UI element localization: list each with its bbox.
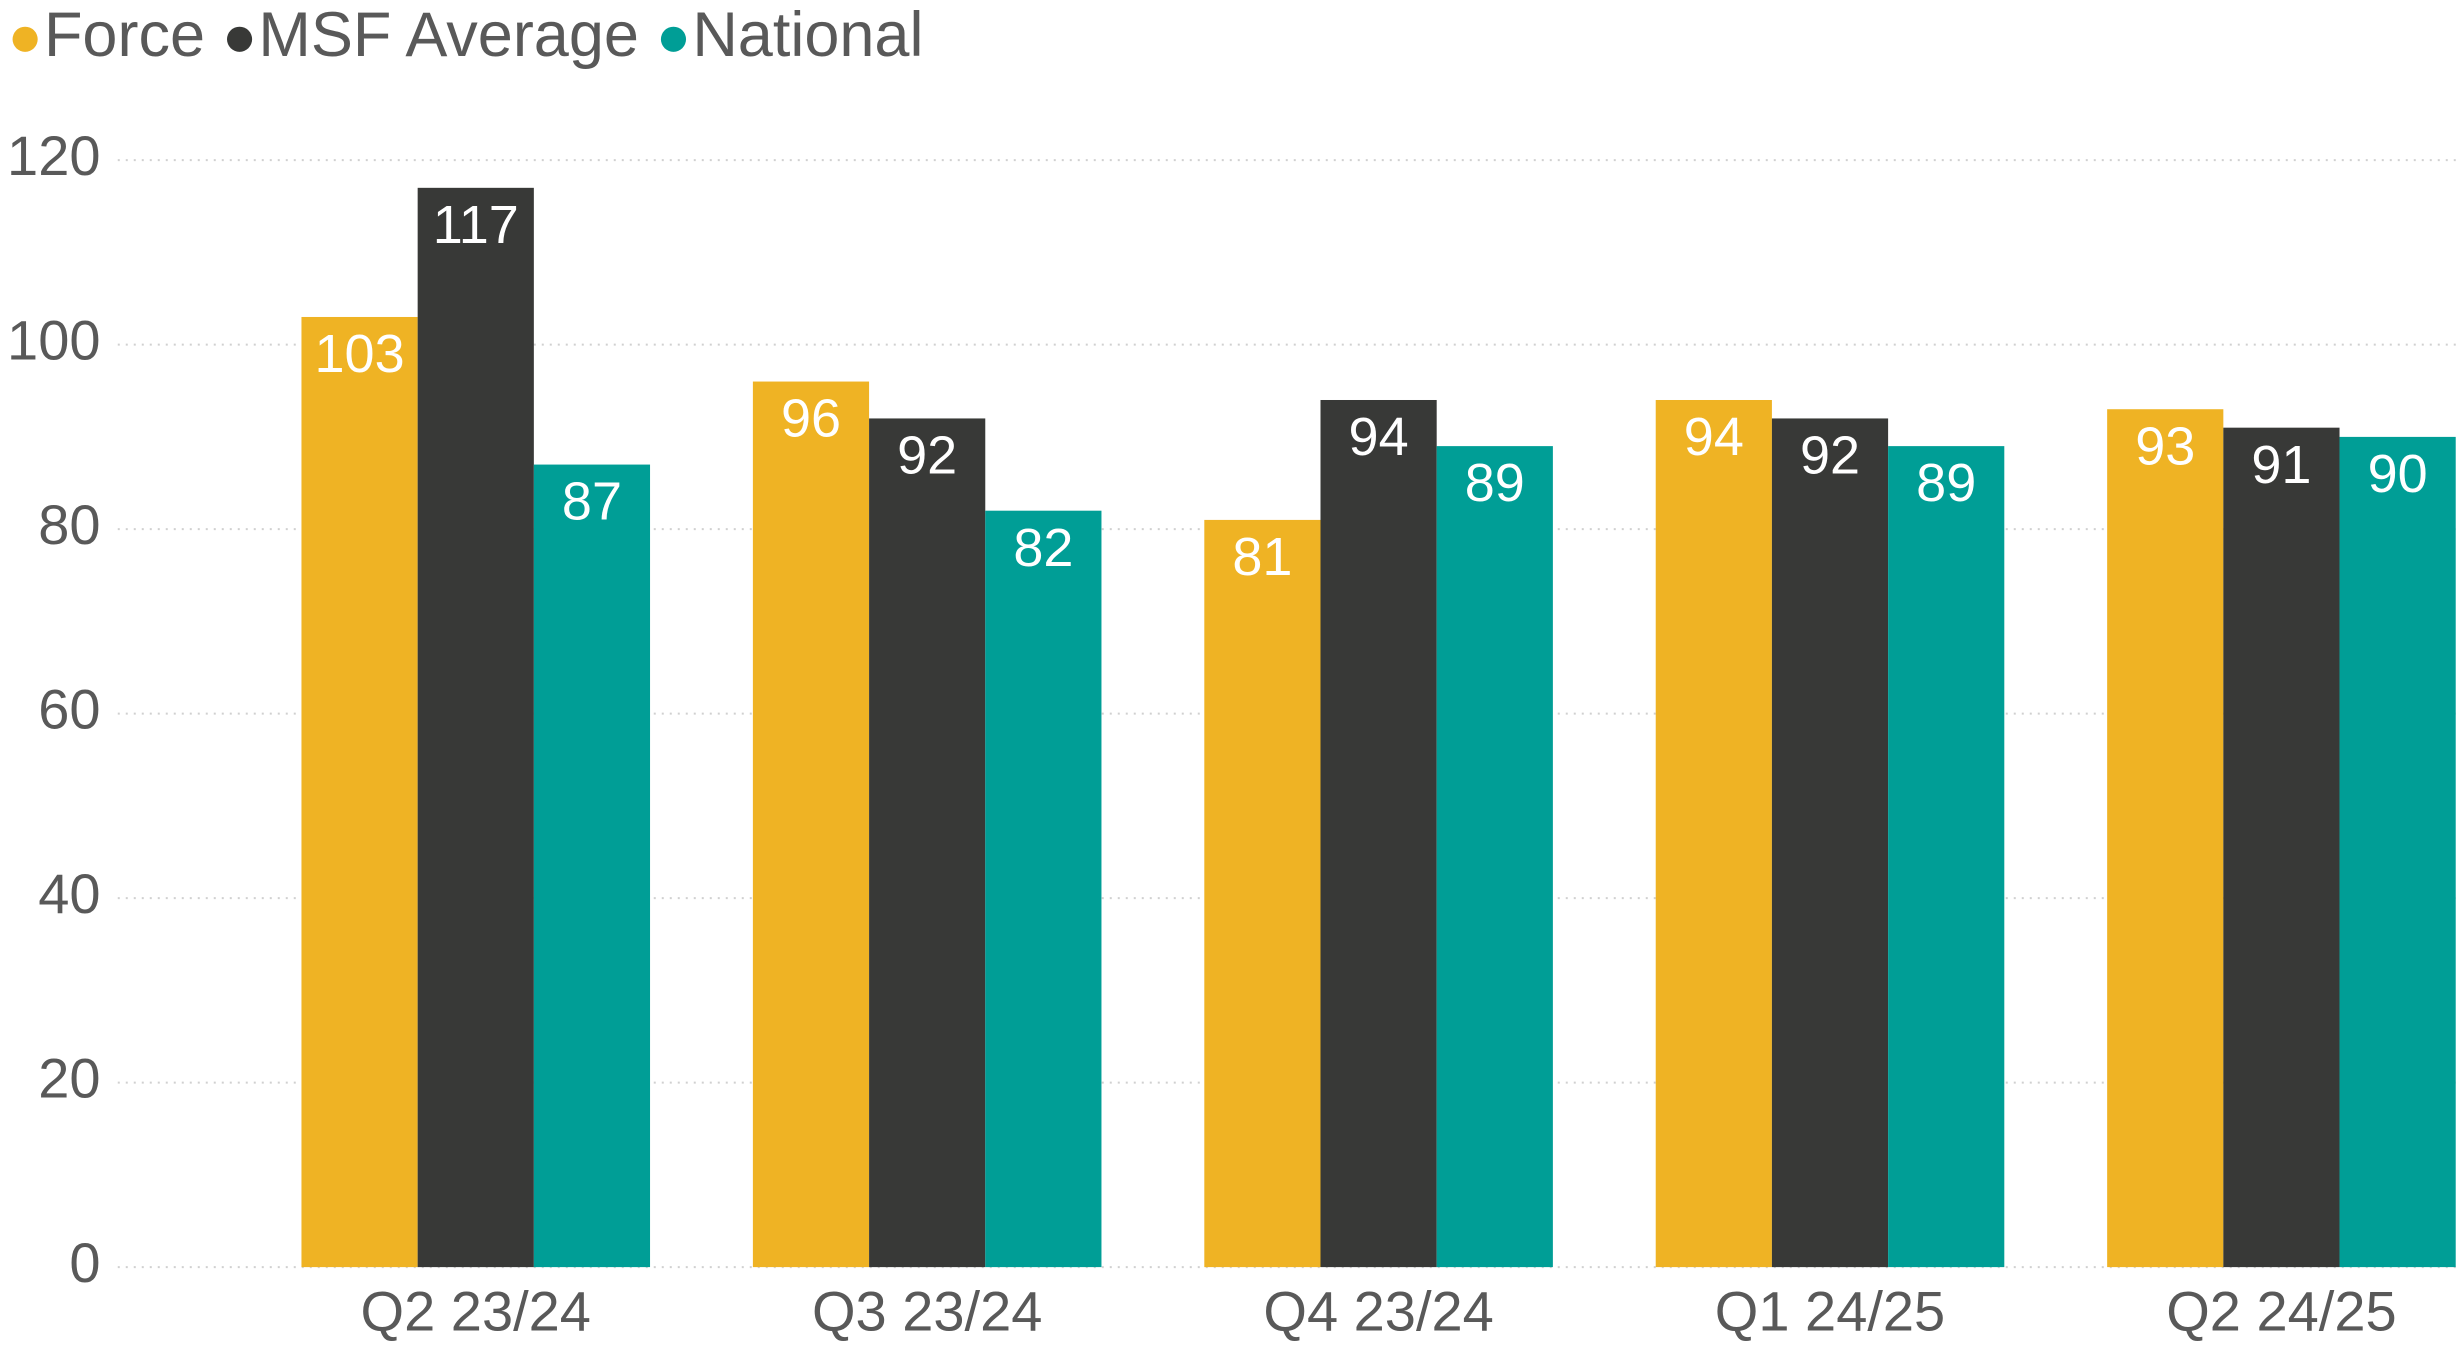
data-label: 90 (2368, 444, 2428, 504)
data-label: 92 (897, 426, 957, 486)
bar (1436, 446, 1553, 1268)
data-label: 103 (315, 324, 405, 384)
legend-swatch (12, 26, 38, 52)
legend-label: MSF Average (258, 0, 639, 70)
data-label: 87 (562, 472, 622, 532)
x-tick-label: Q3 23/24 (812, 1280, 1042, 1343)
x-tick-label: Q1 24/25 (1715, 1280, 1945, 1343)
data-label: 91 (2251, 435, 2311, 495)
data-label: 92 (1800, 426, 1860, 486)
bar (533, 464, 651, 1268)
legend-swatch (660, 26, 687, 52)
bar (1655, 399, 1772, 1268)
bar (417, 187, 534, 1268)
x-tick-label: Q2 23/24 (361, 1280, 591, 1343)
y-tick-label: 20 (38, 1046, 100, 1109)
data-label: 117 (433, 195, 519, 255)
bar (985, 510, 1102, 1268)
data-label: 89 (1465, 453, 1525, 513)
data-label: 82 (1013, 518, 1073, 578)
data-label: 81 (1232, 527, 1292, 587)
legend-label: Force (44, 0, 205, 70)
legend-swatch (226, 26, 253, 52)
bar (752, 381, 870, 1268)
bar (1204, 519, 1321, 1268)
data-label: 89 (1916, 453, 1976, 513)
x-tick-label: Q2 24/25 (2166, 1280, 2396, 1343)
x-tick-label: Q4 23/24 (1263, 1280, 1493, 1343)
bar (1888, 446, 2005, 1268)
y-tick-label: 100 (7, 308, 100, 371)
bar (1320, 399, 1437, 1268)
data-label: 94 (1349, 407, 1409, 467)
bar (301, 316, 418, 1268)
y-tick-label: 40 (38, 862, 100, 925)
bar (1771, 418, 1889, 1268)
y-tick-label: 120 (7, 124, 100, 187)
bar (869, 418, 986, 1268)
bar (2223, 427, 2340, 1268)
bar (2339, 436, 2456, 1268)
y-tick-label: 80 (38, 493, 100, 556)
legend-label: National (692, 0, 923, 70)
data-label: 93 (2135, 416, 2195, 476)
bar (2107, 409, 2224, 1268)
data-label: 94 (1684, 407, 1744, 467)
data-label: 96 (781, 389, 841, 449)
y-tick-label: 60 (38, 677, 100, 740)
y-tick-label: 0 (69, 1231, 100, 1294)
